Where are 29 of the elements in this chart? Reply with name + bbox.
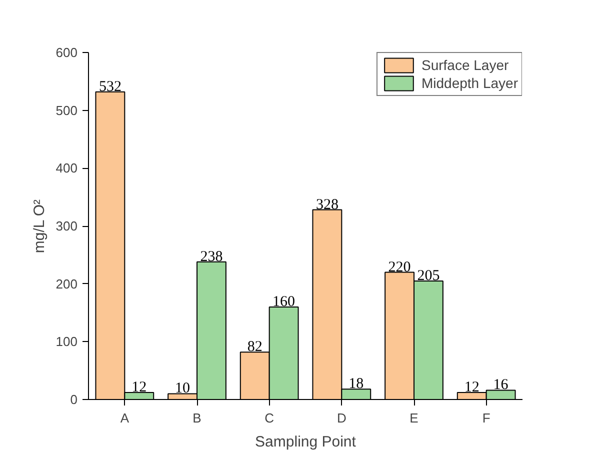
data-label: 12	[132, 380, 147, 396]
x-tick-label: A	[120, 410, 130, 426]
x-tick-label: C	[264, 410, 274, 426]
y-tick-label: 100	[56, 334, 78, 350]
y-tick-label: 500	[56, 102, 78, 118]
data-label: 12	[464, 380, 480, 396]
x-tick-label: F	[482, 410, 490, 426]
x-tick-label: D	[336, 410, 346, 426]
data-label: 18	[348, 376, 364, 392]
data-label: 160	[272, 294, 296, 310]
legend-label: Surface Layer	[421, 56, 509, 74]
data-label: 220	[388, 259, 411, 276]
data-label: 238	[200, 248, 223, 265]
y-tick-label: 400	[56, 160, 78, 176]
x-tick-label: E	[410, 410, 419, 426]
x-axis-title: Sampling Point	[255, 434, 357, 450]
data-label: 205	[417, 268, 440, 284]
y-tick-label: 600	[56, 45, 78, 60]
data-label: 10	[175, 380, 190, 397]
y-tick-label: 200	[56, 276, 78, 292]
y-axis-title: mg/L O²	[30, 199, 48, 254]
x-tick-label: B	[192, 410, 202, 426]
data-label: 328	[316, 196, 338, 213]
data-label: 532	[98, 78, 122, 95]
legend-label: Middepth Layer	[421, 74, 518, 92]
data-label: 82	[247, 339, 262, 356]
data-label: 16	[493, 377, 509, 394]
y-tick-label: 300	[56, 218, 78, 234]
y-tick-label: 0	[70, 392, 78, 407]
